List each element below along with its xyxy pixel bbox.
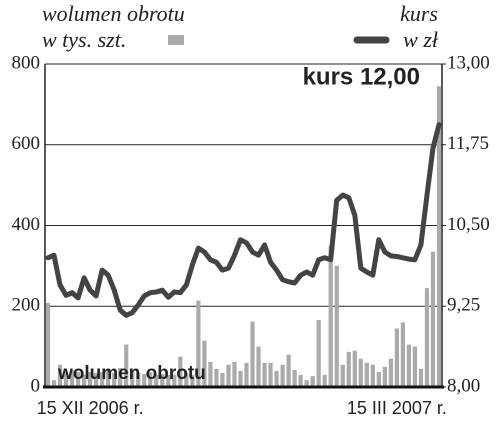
bar: [148, 372, 153, 387]
bar: [310, 376, 315, 387]
legend-label: wolumen obrotu: [42, 1, 185, 26]
legend-unit: w zł: [403, 27, 439, 52]
bar: [208, 361, 213, 387]
legend-label: kurs: [400, 1, 438, 26]
y2-tick-label: 10,50: [447, 214, 490, 235]
y2-tick-label: 9,25: [447, 295, 480, 316]
bar: [406, 344, 412, 387]
legend-swatch: [168, 35, 184, 45]
bar: [118, 368, 123, 387]
bar: [280, 364, 285, 387]
bar: [364, 362, 369, 387]
bar: [292, 370, 297, 387]
bar: [262, 362, 267, 387]
x-tick-label: 15 III 2007 r.: [347, 398, 447, 418]
bar: [268, 362, 273, 387]
bar: [124, 344, 129, 387]
bar: [322, 374, 327, 387]
bar: [358, 358, 363, 387]
annotation: wolumen obrotu: [57, 363, 206, 384]
y2-tick-label: 8,00: [447, 375, 480, 396]
y-tick-label: 600: [12, 133, 41, 154]
bar: [424, 288, 430, 387]
bar: [316, 319, 321, 387]
bar: [136, 372, 141, 387]
bar: [436, 86, 442, 388]
bar: [51, 380, 57, 387]
bar: [220, 372, 225, 387]
bar: [352, 350, 357, 387]
y-tick-label: 200: [12, 295, 41, 316]
y2-tick-label: 11,75: [447, 133, 489, 154]
y2-tick-label: 13,00: [447, 52, 490, 73]
price-line: [45, 122, 442, 318]
bar: [298, 374, 303, 387]
bar: [232, 361, 237, 387]
bar: [57, 364, 63, 387]
bar: [202, 340, 207, 387]
y-tick-label: 800: [12, 52, 41, 73]
bar: [250, 321, 255, 387]
bar: [196, 300, 201, 387]
bar: [274, 370, 279, 387]
bar: [112, 372, 117, 387]
bar: [244, 362, 249, 387]
bar: [382, 366, 387, 387]
bar: [178, 356, 183, 387]
bar: [172, 374, 177, 387]
bar: [346, 351, 351, 387]
bar: [142, 374, 147, 387]
bar: [238, 370, 243, 387]
bar: [69, 370, 75, 387]
bar: [370, 364, 375, 387]
bar: [412, 346, 418, 387]
bar: [130, 370, 135, 387]
bar: [81, 374, 87, 387]
bar: [63, 372, 69, 387]
bar: [94, 372, 99, 387]
bar: [340, 364, 345, 387]
bar: [100, 372, 105, 387]
bar: [45, 303, 51, 387]
x-tick-label: 15 XII 2006 r.: [37, 398, 144, 418]
bar: [256, 346, 261, 387]
bar: [88, 372, 93, 387]
bar: [75, 372, 81, 387]
annotation: kurs 12,00: [303, 63, 420, 90]
bar: [376, 372, 381, 387]
bar: [334, 265, 339, 387]
bar: [394, 328, 399, 387]
bar: [154, 374, 159, 387]
bar: [226, 364, 231, 387]
bar: [160, 374, 165, 387]
bar: [286, 354, 291, 387]
bar: [328, 245, 333, 387]
y-tick-label: 0: [31, 375, 41, 396]
bar: [184, 372, 189, 387]
bar: [166, 374, 171, 387]
bar: [400, 322, 406, 387]
bar: [388, 358, 393, 387]
bar: [214, 368, 219, 387]
bar: [430, 251, 436, 387]
bar: [106, 370, 111, 387]
legend-unit: w tys. szt.: [42, 27, 126, 52]
y-tick-label: 400: [12, 214, 41, 235]
bar: [304, 380, 309, 387]
bar: [190, 374, 195, 387]
bar: [418, 368, 424, 387]
